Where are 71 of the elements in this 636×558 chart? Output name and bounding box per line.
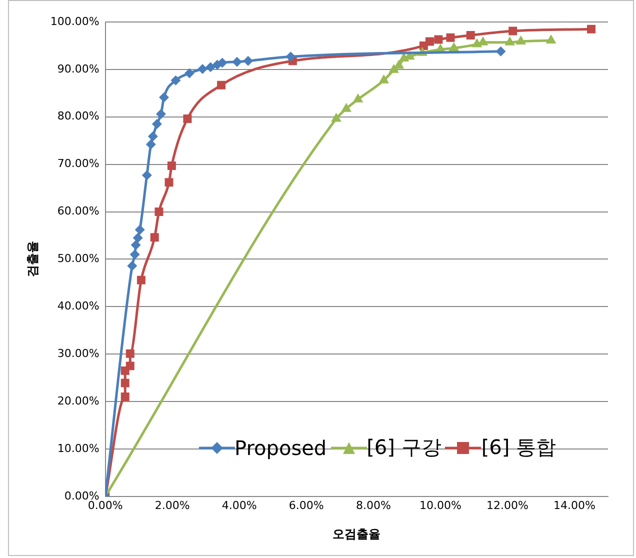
point [206,62,216,72]
point [516,35,526,44]
x-axis-title: 오검출율 [332,526,381,541]
legend-label: [6] 구강 [366,434,442,462]
point [154,208,164,216]
y-tick-label: 70.00% [57,157,100,170]
point [496,46,506,56]
point [158,92,169,102]
point [434,35,443,44]
point [388,64,400,73]
y-tick-label: 90.00% [57,62,100,76]
x-tick-label: 10.00% [419,498,462,512]
point [446,33,455,42]
x-tick-label: 0.00% [88,498,123,512]
legend-label: Proposed [234,436,327,460]
point [504,36,516,46]
y-tick-label: 50.00% [57,252,100,266]
point [472,38,482,48]
point [146,139,156,150]
y-tick-label: 40.00% [57,300,100,312]
point [152,118,162,129]
point [126,349,134,358]
point [378,74,390,84]
point [150,233,159,242]
x-tick-label: 2.00% [154,498,190,512]
point [198,64,208,74]
point [184,68,194,78]
point [232,56,242,67]
point [134,224,145,235]
point [341,102,352,112]
point [466,31,475,40]
y-tick-label: 80.00% [57,110,100,123]
point [331,112,342,122]
x-tick-label: 8.00% [356,498,391,512]
x-tick-label: 12.00% [486,498,528,512]
y-tick-label: 20.00% [57,394,100,408]
point [132,232,143,243]
y-tick-label: 10.00% [57,442,100,455]
point [136,276,146,284]
point [587,24,596,34]
point [167,162,176,170]
point [130,249,140,260]
point [156,109,166,120]
x-tick-label: 6.00% [288,498,324,512]
x-tick-label: 4.00% [222,498,257,512]
point [217,80,226,90]
point [126,362,134,370]
point [170,75,181,86]
point [394,60,404,69]
y-tick-label: 60.00% [57,204,100,218]
x-tick-label: 14.00% [554,498,596,512]
point [546,34,556,44]
point [352,93,364,102]
point [148,131,158,142]
point [120,392,130,402]
legend-label: [6] 통합 [481,434,556,462]
point [448,42,460,52]
y-tick-label: 100.00% [50,14,100,28]
point [508,26,518,36]
point [120,378,130,388]
point [127,260,138,271]
point [286,52,296,62]
point [130,240,141,250]
point [142,170,152,180]
y-tick-label: 30.00% [57,346,100,360]
point [164,178,174,187]
point [243,56,254,66]
point [183,114,192,124]
point [217,58,228,68]
point [425,37,434,46]
y-axis-title: 검출율 [25,241,40,278]
